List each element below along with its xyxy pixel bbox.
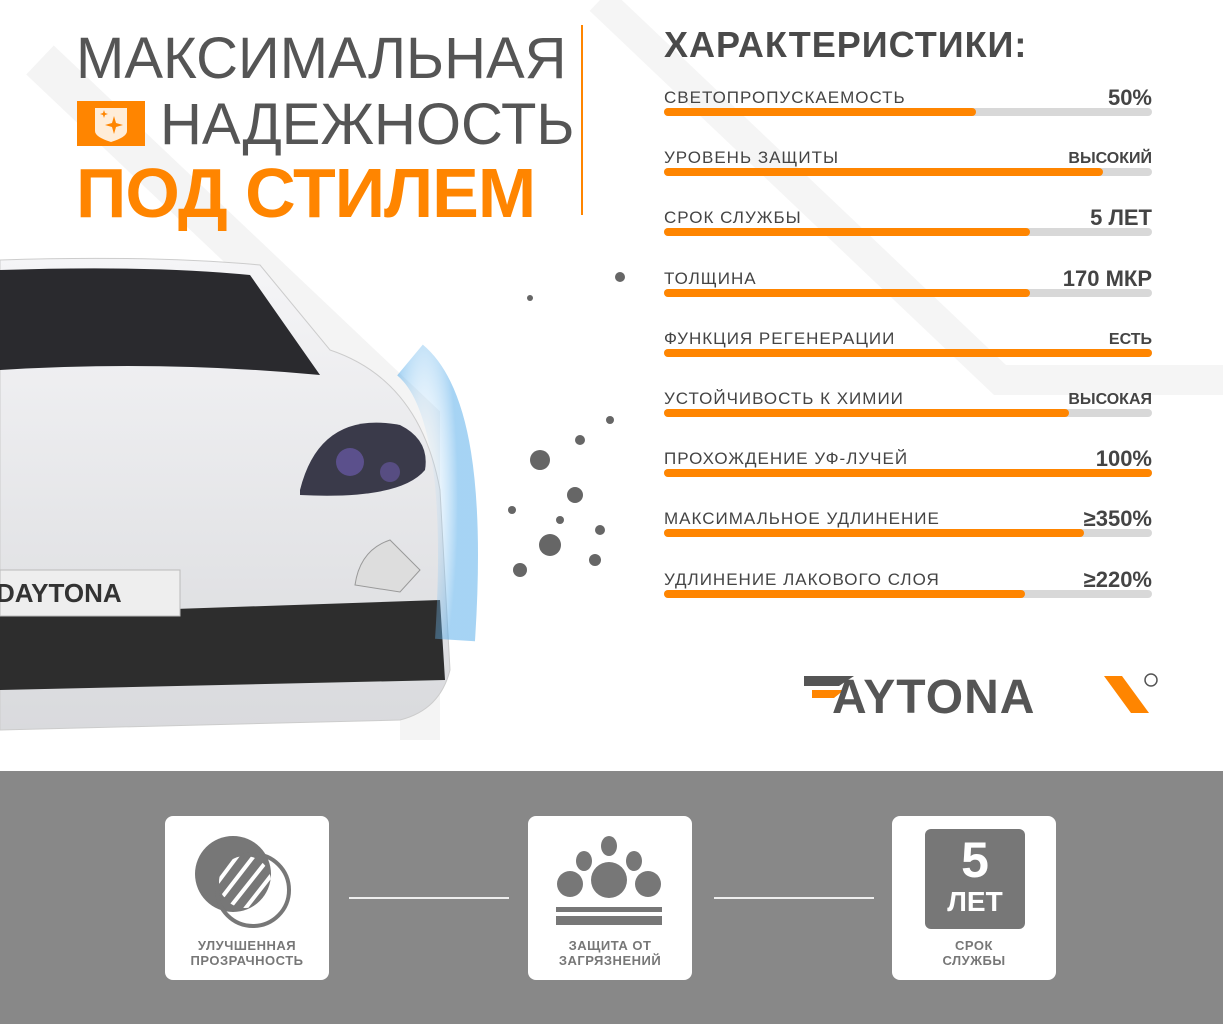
spec-bar-track bbox=[664, 288, 1152, 297]
spec-bar-track bbox=[664, 168, 1152, 177]
dirt-protection-icon bbox=[556, 836, 662, 925]
spec-bar-fill bbox=[664, 348, 1152, 357]
spec-bar-fill bbox=[664, 529, 1084, 538]
svg-text:AYTONA: AYTONA bbox=[832, 671, 1035, 720]
headline-line-3: ПОД СТИЛЕМ bbox=[76, 154, 536, 232]
spec-bar-fill bbox=[664, 469, 1152, 478]
spec-row: УРОВЕНЬ ЗАЩИТЫ ВЫСОКИЙ bbox=[664, 148, 1152, 188]
spec-bar-track bbox=[664, 108, 1152, 116]
spec-bar-fill bbox=[664, 409, 1070, 417]
spec-label: ФУНКЦИЯ РЕГЕНЕРАЦИИ bbox=[664, 328, 896, 348]
spec-bar-fill bbox=[664, 108, 977, 116]
spec-label: СВЕТОПРОПУСКАЕМОСТЬ bbox=[664, 88, 906, 107]
badge-unit: ЛЕТ bbox=[947, 886, 1003, 917]
spec-bar-fill bbox=[664, 288, 1030, 297]
spec-row: ФУНКЦИЯ РЕГЕНЕРАЦИИ ЕСТЬ bbox=[664, 329, 1152, 369]
feature-caption: УЛУЧШЕННАЯ bbox=[197, 938, 297, 953]
spec-label: УСТОЙЧИВОСТЬ К ХИМИИ bbox=[664, 389, 904, 408]
spec-value: ≥350% bbox=[1083, 506, 1152, 532]
spec-row: УСТОЙЧИВОСТЬ К ХИМИИ ВЫСОКАЯ bbox=[664, 389, 1152, 429]
spec-row: СВЕТОПРОПУСКАЕМОСТЬ 50% bbox=[664, 85, 1152, 128]
spec-bar-track bbox=[664, 348, 1152, 357]
feature-caption: СРОК bbox=[955, 938, 993, 953]
spec-label: СРОК СЛУЖБЫ bbox=[664, 208, 802, 228]
headline-line-1: МАКСИМАЛЬНАЯ bbox=[76, 26, 567, 91]
five-years-icon: 5 ЛЕТ bbox=[925, 829, 1025, 929]
spec-row: МАКСИМАЛЬНОЕ УДЛИНЕНИЕ ≥350% bbox=[664, 506, 1152, 549]
spec-label: ПРОХОЖДЕНИЕ УФ-ЛУЧЕЙ bbox=[664, 449, 909, 469]
feature-card-transparency: УЛУЧШЕННАЯ ПРОЗРАЧНОСТЬ bbox=[165, 816, 329, 980]
specs-title: ХАРАКТЕРИСТИКИ: bbox=[664, 24, 1028, 65]
feature-caption: ПРОЗРАЧНОСТЬ bbox=[190, 953, 304, 968]
spec-bar-fill bbox=[664, 228, 1030, 237]
connector-line bbox=[714, 897, 874, 899]
license-plate: DAYTONA bbox=[0, 578, 122, 608]
headline-line-2: НАДЕЖНОСТЬ bbox=[160, 92, 575, 157]
spec-value: ≥220% bbox=[1083, 566, 1152, 592]
feature-caption: СЛУЖБЫ bbox=[942, 953, 1006, 968]
spec-row: ПРОХОЖДЕНИЕ УФ-ЛУЧЕЙ 100% bbox=[664, 446, 1152, 489]
spec-value: 50% bbox=[1107, 85, 1152, 110]
spec-row: СРОК СЛУЖБЫ 5 ЛЕТ bbox=[664, 205, 1152, 248]
feature-card-lifetime: 5 ЛЕТ СРОК СЛУЖБЫ bbox=[892, 816, 1056, 980]
spec-bar-fill bbox=[664, 589, 1026, 598]
spec-bar-track bbox=[664, 589, 1152, 598]
transparency-lens-icon bbox=[195, 836, 291, 928]
features-panel: УЛУЧШЕННАЯ ПРОЗРАЧНОСТЬ ЗАЩИТА ОТ ЗАГРЯЗНЕ… bbox=[0, 771, 1223, 1024]
spec-row: УДЛИНЕНИЕ ЛАКОВОГО СЛОЯ ≥220% bbox=[664, 566, 1152, 610]
spec-bar-track bbox=[664, 228, 1152, 237]
spec-label: УРОВЕНЬ ЗАЩИТЫ bbox=[664, 148, 840, 168]
spec-value: ВЫСОКИЙ bbox=[1068, 150, 1152, 168]
daytona-logo: AYTONA bbox=[804, 671, 1158, 720]
badge-number: 5 bbox=[961, 832, 989, 888]
feature-card-dirt-protection: ЗАЩИТА ОТ ЗАГРЯЗНЕНИЙ bbox=[528, 816, 692, 980]
spec-value: ВЫСОКАЯ bbox=[1068, 391, 1152, 408]
spec-value: 100% bbox=[1095, 446, 1152, 472]
spec-bar-track bbox=[664, 409, 1152, 417]
car-image: DAYTONA bbox=[0, 257, 625, 731]
spec-label: УДЛИНЕНИЕ ЛАКОВОГО СЛОЯ bbox=[664, 569, 940, 589]
divider bbox=[581, 25, 583, 215]
spec-row: ТОЛЩИНА 170 МКР bbox=[664, 265, 1152, 309]
feature-caption: ЗАГРЯЗНЕНИЙ bbox=[558, 953, 662, 968]
connector-line bbox=[349, 897, 509, 899]
spec-value: ЕСТЬ bbox=[1108, 330, 1152, 348]
spec-bar-fill bbox=[664, 168, 1104, 177]
spec-label: ТОЛЩИНА bbox=[664, 268, 757, 288]
feature-caption: ЗАЩИТА ОТ bbox=[568, 938, 652, 953]
spec-value: 170 МКР bbox=[1062, 265, 1152, 291]
spec-value: 5 ЛЕТ bbox=[1090, 205, 1152, 231]
spec-label: МАКСИМАЛЬНОЕ УДЛИНЕНИЕ bbox=[664, 509, 940, 529]
spec-bar-track bbox=[664, 469, 1152, 478]
shield-sparkle-icon bbox=[77, 101, 145, 146]
spec-bar-track bbox=[664, 529, 1152, 538]
